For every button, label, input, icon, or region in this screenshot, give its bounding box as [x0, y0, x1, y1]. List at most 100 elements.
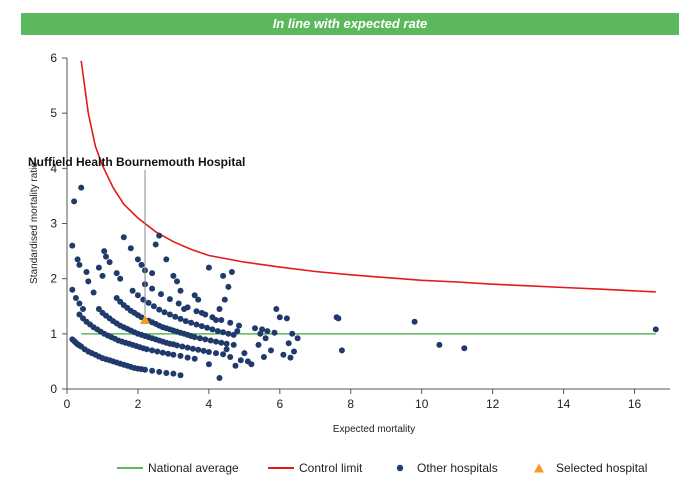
- hospital-point[interactable]: [198, 323, 205, 330]
- hospital-point[interactable]: [223, 340, 230, 347]
- hospital-point[interactable]: [262, 335, 269, 342]
- hospital-point[interactable]: [205, 264, 212, 271]
- hospital-point[interactable]: [241, 350, 248, 357]
- hospital-point[interactable]: [197, 335, 203, 342]
- hospital-point[interactable]: [80, 306, 86, 312]
- hospital-point[interactable]: [154, 348, 161, 355]
- hospital-point[interactable]: [220, 351, 227, 358]
- hospital-point[interactable]: [78, 184, 85, 191]
- hospital-point[interactable]: [120, 234, 127, 241]
- hospital-point[interactable]: [156, 306, 163, 313]
- hospital-point[interactable]: [205, 349, 212, 355]
- hospital-point[interactable]: [166, 311, 173, 318]
- hospital-point[interactable]: [195, 346, 202, 353]
- hospital-point[interactable]: [184, 354, 191, 361]
- hospital-point[interactable]: [188, 319, 195, 326]
- hospital-point[interactable]: [179, 343, 186, 350]
- hospital-point[interactable]: [106, 259, 113, 266]
- hospital-point[interactable]: [214, 328, 221, 335]
- hospital-point[interactable]: [149, 285, 156, 292]
- hospital-point[interactable]: [83, 269, 90, 275]
- hospital-point[interactable]: [205, 361, 212, 368]
- hospital-point[interactable]: [76, 261, 83, 268]
- hospital-point[interactable]: [170, 370, 177, 377]
- hospital-point[interactable]: [287, 354, 294, 361]
- hospital-point[interactable]: [191, 334, 198, 341]
- hospital-point[interactable]: [252, 325, 258, 332]
- hospital-point[interactable]: [335, 315, 342, 322]
- hospital-point[interactable]: [202, 336, 209, 343]
- hospital-point[interactable]: [156, 368, 163, 375]
- hospital-point[interactable]: [436, 341, 443, 348]
- hospital-point[interactable]: [184, 344, 191, 351]
- hospital-point[interactable]: [145, 299, 152, 306]
- hospital-point[interactable]: [280, 351, 287, 358]
- hospital-point[interactable]: [268, 347, 274, 354]
- hospital-point[interactable]: [174, 342, 180, 349]
- hospital-point[interactable]: [289, 330, 296, 337]
- hospital-point[interactable]: [230, 341, 237, 348]
- hospital-point[interactable]: [163, 370, 170, 376]
- hospital-point[interactable]: [159, 349, 166, 356]
- hospital-point[interactable]: [170, 272, 177, 279]
- hospital-point[interactable]: [193, 308, 200, 315]
- hospital-point[interactable]: [152, 241, 159, 248]
- hospital-point[interactable]: [101, 248, 108, 255]
- hospital-point[interactable]: [218, 317, 225, 323]
- hospital-point[interactable]: [158, 291, 164, 298]
- hospital-point[interactable]: [213, 317, 219, 323]
- hospital-point[interactable]: [95, 264, 102, 271]
- hospital-point[interactable]: [213, 338, 219, 345]
- hospital-point[interactable]: [166, 296, 173, 303]
- hospital-point[interactable]: [273, 306, 280, 312]
- hospital-point[interactable]: [220, 329, 227, 336]
- hospital-point[interactable]: [177, 315, 184, 322]
- hospital-point[interactable]: [76, 300, 83, 307]
- hospital-point[interactable]: [234, 328, 241, 335]
- hospital-point[interactable]: [232, 362, 239, 369]
- hospital-point[interactable]: [182, 318, 189, 325]
- hospital-point[interactable]: [411, 318, 418, 325]
- hospital-point[interactable]: [134, 292, 141, 299]
- hospital-point[interactable]: [74, 256, 81, 263]
- hospital-point[interactable]: [138, 261, 145, 268]
- hospital-point[interactable]: [189, 345, 196, 352]
- hospital-point[interactable]: [127, 245, 134, 252]
- hospital-point[interactable]: [165, 350, 172, 357]
- hospital-point[interactable]: [285, 340, 292, 347]
- hospital-point[interactable]: [156, 232, 163, 239]
- hospital-point[interactable]: [291, 348, 297, 355]
- hospital-point[interactable]: [216, 375, 223, 381]
- hospital-point[interactable]: [191, 292, 198, 299]
- hospital-point[interactable]: [264, 328, 271, 335]
- hospital-point[interactable]: [163, 256, 170, 263]
- hospital-point[interactable]: [113, 295, 120, 301]
- hospital-point[interactable]: [213, 350, 219, 357]
- hospital-point[interactable]: [218, 339, 225, 346]
- hospital-point[interactable]: [149, 270, 156, 277]
- hospital-point[interactable]: [230, 331, 237, 338]
- hospital-point[interactable]: [134, 256, 141, 263]
- hospital-point[interactable]: [228, 269, 235, 275]
- hospital-point[interactable]: [113, 270, 120, 277]
- hospital-point[interactable]: [172, 313, 179, 320]
- hospital-point[interactable]: [175, 300, 182, 307]
- hospital-point[interactable]: [198, 309, 205, 316]
- hospital-point[interactable]: [149, 367, 156, 374]
- hospital-point[interactable]: [174, 278, 180, 285]
- hospital-point[interactable]: [225, 283, 232, 290]
- hospital-point[interactable]: [181, 306, 188, 312]
- hospital-point[interactable]: [129, 287, 136, 294]
- hospital-point[interactable]: [223, 346, 230, 353]
- hospital-point[interactable]: [69, 242, 76, 249]
- hospital-point[interactable]: [99, 272, 106, 279]
- hospital-point[interactable]: [271, 329, 278, 336]
- hospital-point[interactable]: [76, 311, 83, 318]
- hospital-point[interactable]: [237, 357, 244, 364]
- hospital-point[interactable]: [227, 319, 234, 326]
- hospital-point[interactable]: [177, 352, 184, 359]
- selected-hospital-marker[interactable]: [140, 315, 151, 325]
- hospital-point[interactable]: [161, 309, 168, 316]
- hospital-point[interactable]: [117, 275, 124, 282]
- hospital-point[interactable]: [225, 330, 232, 337]
